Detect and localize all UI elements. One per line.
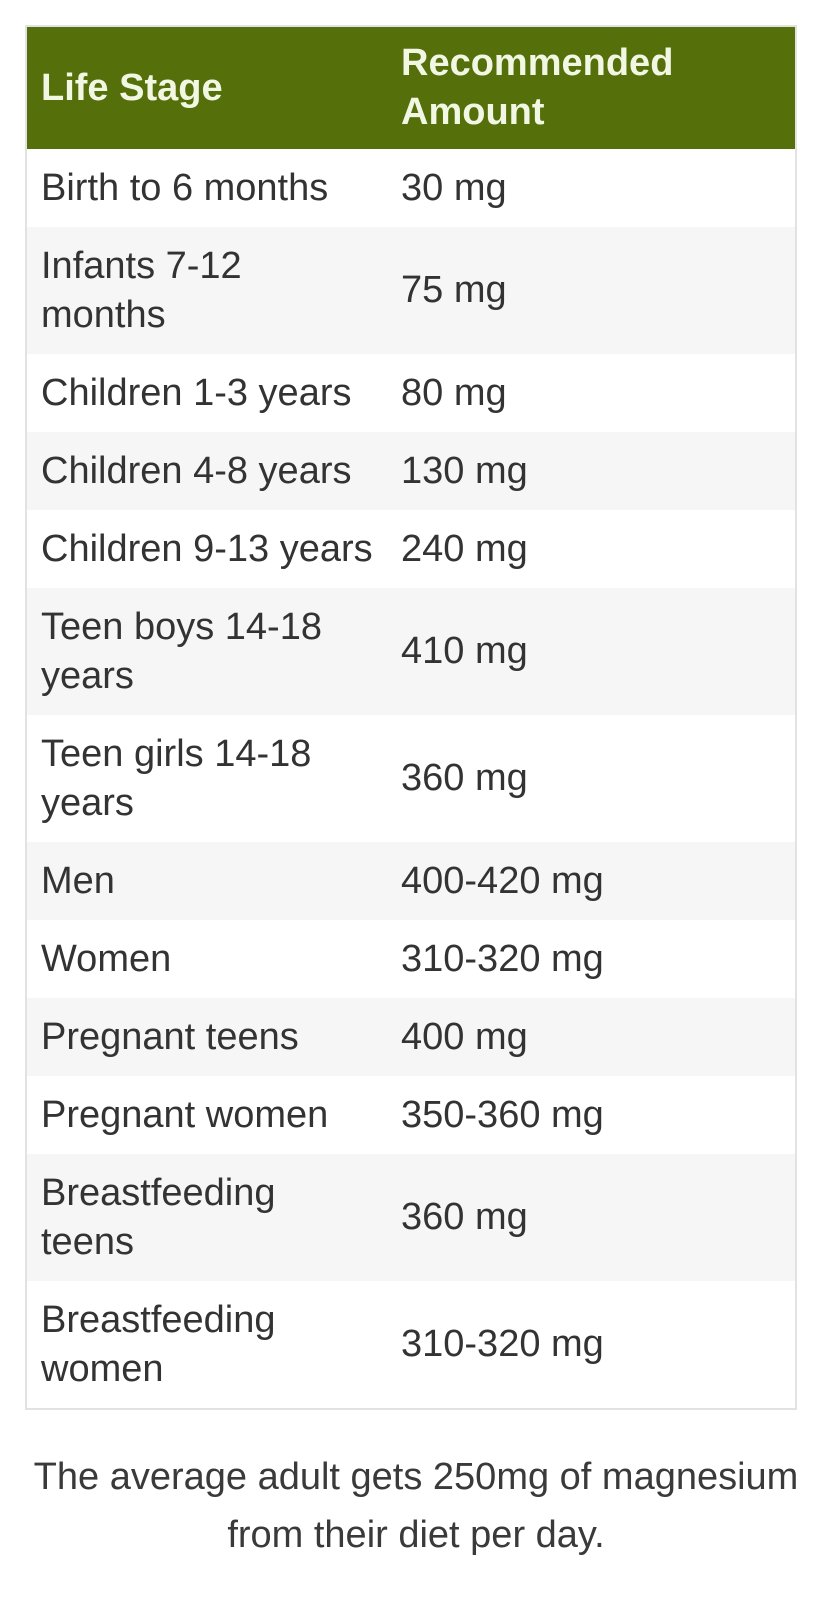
- table-row: Teen girls 14-18 years 360 mg: [26, 715, 796, 842]
- column-header-life-stage: Life Stage: [26, 26, 387, 149]
- table-row: Children 9-13 years 240 mg: [26, 510, 796, 588]
- table-row: Breastfeeding teens 360 mg: [26, 1154, 796, 1281]
- amount-cell: 310-320 mg: [401, 1323, 604, 1365]
- life-stage-cell: Children 1-3 years: [41, 371, 352, 414]
- table-row: Men 400-420 mg: [26, 842, 796, 920]
- table-row: Children 4-8 years 130 mg: [26, 432, 796, 510]
- table-row: Birth to 6 months 30 mg: [26, 149, 796, 227]
- table-row: Infants 7-12 months 75 mg: [26, 227, 796, 354]
- amount-cell: 360 mg: [401, 757, 528, 799]
- life-stage-cell: Infants 7-12 months: [41, 244, 242, 336]
- life-stage-cell: Children 9-13 years: [41, 527, 373, 570]
- life-stage-cell: Women: [41, 937, 172, 980]
- amount-cell: 75 mg: [401, 269, 507, 311]
- amount-cell: 410 mg: [401, 630, 528, 672]
- life-stage-cell: Teen girls 14-18 years: [41, 732, 312, 824]
- amount-cell: 400 mg: [401, 1015, 528, 1058]
- table-row: Pregnant women 350-360 mg: [26, 1076, 796, 1154]
- amount-cell: 360 mg: [401, 1196, 528, 1238]
- life-stage-cell: Breastfeeding women: [41, 1298, 276, 1390]
- table-header-row: Life Stage Recommended Amount: [26, 26, 796, 149]
- amount-cell: 80 mg: [401, 371, 507, 414]
- life-stage-cell: Pregnant teens: [41, 1015, 299, 1058]
- life-stage-cell: Men: [41, 859, 115, 902]
- life-stage-cell: Pregnant women: [41, 1093, 329, 1136]
- amount-cell: 400-420 mg: [401, 859, 604, 902]
- life-stage-cell: Birth to 6 months: [41, 166, 329, 209]
- table-row: Breastfeeding women 310-320 mg: [26, 1281, 796, 1409]
- life-stage-cell: Children 4-8 years: [41, 449, 352, 492]
- table-row: Children 1-3 years 80 mg: [26, 354, 796, 432]
- magnesium-rda-table: Life Stage Recommended Amount Birth to 6…: [25, 25, 797, 1410]
- table-row: Pregnant teens 400 mg: [26, 998, 796, 1076]
- amount-cell: 350-360 mg: [401, 1093, 604, 1136]
- life-stage-cell: Breastfeeding teens: [41, 1171, 276, 1263]
- amount-cell: 130 mg: [401, 449, 528, 492]
- life-stage-cell: Teen boys 14-18 years: [41, 605, 322, 697]
- column-header-recommended-amount: Recommended Amount: [387, 26, 796, 149]
- average-intake-note: The average adult gets 250mg of magnesiu…: [33, 1456, 799, 1556]
- table-row: Women 310-320 mg: [26, 920, 796, 998]
- table-row: Teen boys 14-18 years 410 mg: [26, 588, 796, 715]
- amount-cell: 310-320 mg: [401, 937, 604, 980]
- amount-cell: 30 mg: [401, 166, 507, 209]
- amount-cell: 240 mg: [401, 527, 528, 570]
